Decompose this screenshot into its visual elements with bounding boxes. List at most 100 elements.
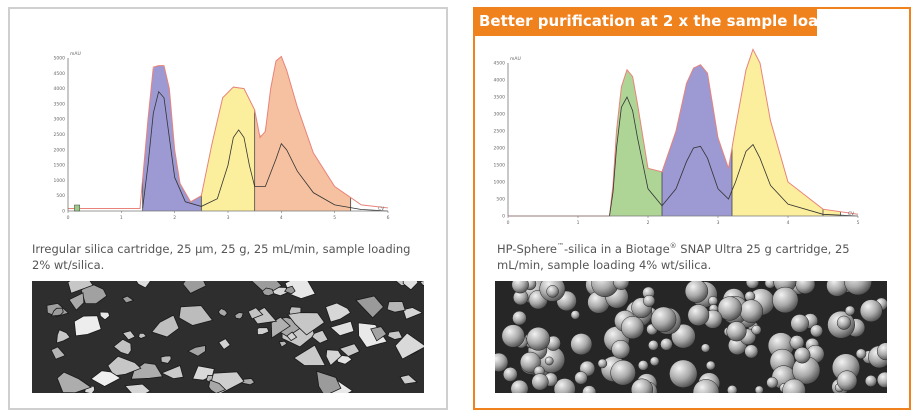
silica-shard xyxy=(124,383,151,393)
silica-sphere xyxy=(544,356,554,366)
y-tick-label: 2000 xyxy=(54,147,66,153)
x-tick-label: 6 xyxy=(387,215,390,221)
silica-sphere xyxy=(570,310,580,320)
silica-shard xyxy=(90,370,122,387)
fraction-fill-1 xyxy=(142,65,202,212)
caption-text: Irregular silica cartridge, 25 μm, 25 g,… xyxy=(32,242,411,272)
silica-shard xyxy=(160,364,184,380)
silica-sphere xyxy=(726,321,747,342)
silica-sphere xyxy=(531,373,549,391)
silica-shard xyxy=(270,316,291,339)
silica-shard xyxy=(56,329,71,344)
silica-shard xyxy=(399,374,418,385)
silica-shard xyxy=(256,327,270,336)
silica-sphere xyxy=(637,360,649,371)
silica-sphere xyxy=(649,356,660,367)
silica-shard xyxy=(50,346,66,360)
silica-shard xyxy=(355,295,385,319)
y-axis-label: mAU xyxy=(510,56,521,62)
silica-shard xyxy=(73,315,102,337)
silica-shard xyxy=(160,355,172,364)
silica-sphere xyxy=(864,375,877,387)
trademark-mark: ™ xyxy=(557,242,564,251)
silica-shard xyxy=(68,292,85,311)
y-axis-label: mAU xyxy=(70,51,81,57)
silica-sphere xyxy=(510,379,529,393)
micrograph-spherical-image xyxy=(495,281,887,393)
silica-shard xyxy=(80,283,108,305)
silica-shard xyxy=(293,344,326,366)
silica-sphere xyxy=(582,385,597,393)
silica-shard xyxy=(218,338,231,350)
y-tick-label: 1000 xyxy=(54,178,66,184)
caption-text-2: -silica in a Biotage xyxy=(564,242,670,256)
silica-sphere xyxy=(772,286,799,314)
x-axis-label: CV xyxy=(848,211,855,217)
caption-text-3: SNAP Ultra 25 g cartridge, 25 mL/min, sa… xyxy=(497,242,850,272)
panel-hp-sphere: Better purification at 2 x the sample lo… xyxy=(473,7,911,410)
silica-sphere xyxy=(613,281,630,290)
micrograph-irregular-particles xyxy=(32,281,424,393)
x-tick-label: 3 xyxy=(227,215,230,221)
silica-shard xyxy=(135,281,151,289)
silica-sphere xyxy=(687,304,710,326)
x-tick-label: 5 xyxy=(333,215,336,221)
caption-text-1: HP-Sphere xyxy=(497,242,557,256)
silica-shard xyxy=(50,307,64,317)
y-tick-label: 2500 xyxy=(54,132,66,138)
silica-sphere xyxy=(512,310,527,326)
silica-shard xyxy=(56,371,92,393)
silica-sphere xyxy=(620,316,645,340)
silica-shard xyxy=(386,301,406,313)
silica-sphere xyxy=(597,358,608,369)
silica-shard xyxy=(217,308,228,317)
x-tick-label: 5 xyxy=(857,220,860,226)
silica-sphere xyxy=(754,385,764,393)
silica-sphere xyxy=(574,371,588,385)
fraction-fill-1 xyxy=(609,70,662,216)
y-tick-label: 5000 xyxy=(54,56,66,62)
silica-sphere xyxy=(744,344,759,359)
x-tick-label: 1 xyxy=(120,215,123,221)
silica-shard xyxy=(138,332,147,339)
silica-sphere xyxy=(570,333,593,356)
silica-shard xyxy=(325,349,343,367)
silica-sphere xyxy=(844,305,856,316)
silica-sphere xyxy=(684,281,709,303)
fraction-fill-3 xyxy=(732,50,841,217)
silica-shard xyxy=(182,281,207,294)
x-tick-label: 2 xyxy=(647,220,650,226)
y-tick-label: 4500 xyxy=(494,61,506,67)
silica-sphere xyxy=(844,281,872,296)
silica-shard xyxy=(112,338,132,356)
silica-sphere xyxy=(643,294,656,307)
series-envelope-line xyxy=(68,55,389,210)
y-tick-label: 3000 xyxy=(494,112,506,118)
series-envelope-line xyxy=(508,48,859,217)
silica-shard xyxy=(121,330,136,341)
silica-sphere xyxy=(739,299,764,323)
x-tick-label: 0 xyxy=(507,220,510,226)
silica-shard xyxy=(261,287,275,297)
chromatogram-hp-sphere: 0 500 1000 1500 2000 2500 3000 3500 4000 4500 0 1 2 3… xyxy=(494,48,860,226)
silica-sphere xyxy=(660,338,673,351)
silica-sphere xyxy=(546,285,559,298)
silica-sphere xyxy=(526,326,551,351)
silica-shard xyxy=(121,295,135,304)
silica-sphere xyxy=(790,314,809,333)
y-tick-label: 500 xyxy=(56,193,65,199)
silica-shard xyxy=(178,305,214,326)
silica-shard xyxy=(419,281,424,286)
x-tick-label: 2 xyxy=(173,215,176,221)
registered-mark: ® xyxy=(669,242,677,251)
silica-shard xyxy=(187,345,206,357)
series-detector-line xyxy=(142,90,389,212)
silica-shard xyxy=(316,370,342,393)
silica-sphere xyxy=(705,360,716,371)
silica-shard xyxy=(286,312,325,336)
silica-sphere xyxy=(700,343,711,353)
y-tick-label: 2000 xyxy=(494,146,506,152)
silica-sphere xyxy=(495,352,509,372)
silica-sphere xyxy=(810,324,823,338)
silica-sphere xyxy=(717,296,742,321)
